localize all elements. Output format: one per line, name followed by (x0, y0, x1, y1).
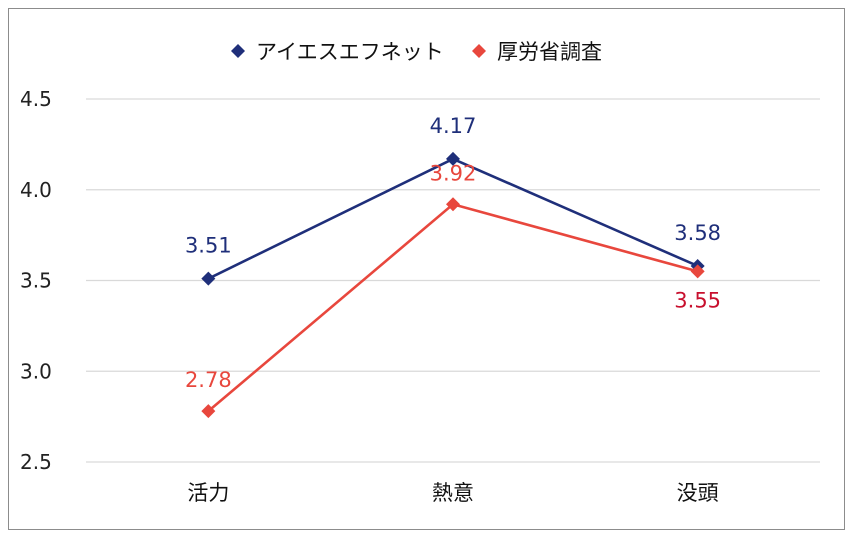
y-axis-ticks: 2.5 3.0 3.5 4.0 4.5 (20, 87, 52, 474)
data-label: 4.17 (430, 114, 477, 138)
y-tick-label: 2.5 (20, 450, 52, 474)
data-point (446, 197, 460, 212)
x-category-label: 熱意 (432, 481, 474, 505)
data-label: 3.58 (674, 221, 721, 245)
y-tick-label: 4.5 (20, 87, 52, 111)
x-axis-categories: 活力 熱意 没頭 (187, 481, 718, 505)
y-tick-label: 3.5 (20, 269, 52, 293)
series-line-2 (207, 202, 699, 413)
legend-label-series-2: 厚労省調査 (497, 40, 602, 64)
series-lines (207, 157, 699, 413)
data-point (201, 404, 216, 419)
data-labels: 3.51 4.17 3.58 2.78 3.92 3.55 (185, 114, 721, 392)
data-label: 3.51 (185, 234, 232, 258)
data-point (690, 264, 705, 279)
x-category-label: 活力 (187, 481, 229, 505)
x-category-label: 没頭 (677, 481, 719, 505)
data-point (201, 271, 216, 286)
data-label: 2.78 (185, 368, 232, 392)
legend: アイエスエフネット 厚労省調査 (231, 40, 602, 64)
series-markers (201, 151, 705, 419)
chart-frame (8, 8, 845, 530)
y-tick-label: 4.0 (20, 178, 52, 202)
y-tick-label: 3.0 (20, 359, 52, 383)
legend-marker-series-1 (231, 44, 245, 58)
legend-marker-series-2 (472, 44, 486, 58)
legend-label-series-1: アイエスエフネット (256, 40, 444, 64)
data-label: 3.55 (674, 288, 721, 312)
data-point (446, 151, 460, 166)
data-label: 3.92 (430, 161, 477, 185)
